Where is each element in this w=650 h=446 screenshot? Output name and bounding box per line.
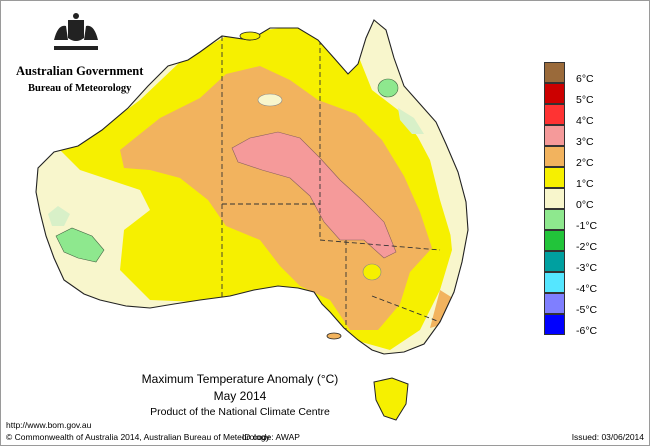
anomaly-3c-zone [231,131,397,259]
anomaly-minus1c-patch-east [377,78,399,98]
map-period: May 2014 [213,389,267,403]
legend-item: 6°C [544,62,624,85]
legend-item: 3°C [544,125,624,148]
map-title: Maximum Temperature Anomaly (°C) [141,372,339,386]
legend-label: 1°C [576,178,594,190]
anomaly-minus1c-zone [55,227,105,263]
coat-of-arms-icon [54,13,98,50]
map-caption: Maximum Temperature Anomaly (°C) May 201… [90,371,390,420]
legend-label: -1°C [576,220,598,232]
id-code: ID code: AWAP [242,432,300,442]
legend-label: -3°C [576,262,598,274]
legend-item: 5°C [544,83,624,106]
anomaly-pale-patch [257,93,283,107]
anomaly-2c-zone-se [430,290,456,328]
tasmania [373,377,409,421]
government-label: Australian Government [16,64,144,78]
legend-swatch [544,230,565,251]
state-borders [221,36,441,340]
legend-item: -1°C [544,209,624,232]
legend-swatch [544,146,565,167]
issued-date: Issued: 03/06/2014 [571,432,644,442]
legend-item: -3°C [544,251,624,274]
legend-swatch [544,251,565,272]
map-product: Product of the National Climate Centre [150,406,330,418]
anomaly-pale-patch [362,263,382,281]
legend-item: 1°C [544,167,624,190]
legend-swatch [544,293,565,314]
legend-item: -5°C [544,293,624,316]
anomaly-2c-zone [120,66,432,330]
legend-label: 3°C [576,136,594,148]
legend-swatch [544,272,565,293]
legend-item: 2°C [544,146,624,169]
legend-label: 2°C [576,157,594,169]
melville-island [239,31,261,41]
copyright-text: © Commonwealth of Australia 2014, Austra… [6,432,270,442]
legend-swatch [544,188,565,209]
legend-label: -6°C [576,325,598,337]
kangaroo-island [326,332,342,340]
legend-label: 5°C [576,94,594,106]
legend-item: -2°C [544,230,624,253]
legend-swatch [544,104,565,125]
legend-label: 4°C [576,115,594,127]
legend-swatch [544,83,565,104]
legend-label: 6°C [576,73,594,85]
legend-swatch [544,209,565,230]
legend-swatch [544,125,565,146]
legend: 6°C 5°C 4°C 3°C 2°C 1°C 0°C -1°C -2°C -3°C -4°C -5°… [544,62,624,337]
legend-swatch [544,314,565,335]
legend-item: 4°C [544,104,624,127]
bom-logo: Australian Government Bureau of Meteorol… [8,8,143,94]
legend-label: 0°C [576,199,594,211]
legend-item: 0°C [544,188,624,211]
legend-swatch [544,167,565,188]
legend-item: -4°C [544,272,624,295]
agency-label: Bureau of Meteorology [28,83,132,94]
legend-label: -4°C [576,283,598,295]
legend-label: -5°C [576,304,598,316]
legend-label: -2°C [576,241,598,253]
anomaly-minus1c-strip-east [398,108,424,134]
legend-item: -6°C [544,314,624,337]
coastline [35,19,469,355]
legend-swatch [544,62,565,83]
source-url[interactable]: http://www.bom.gov.au [6,420,92,430]
anomaly-0c-zone-inner [48,206,70,226]
